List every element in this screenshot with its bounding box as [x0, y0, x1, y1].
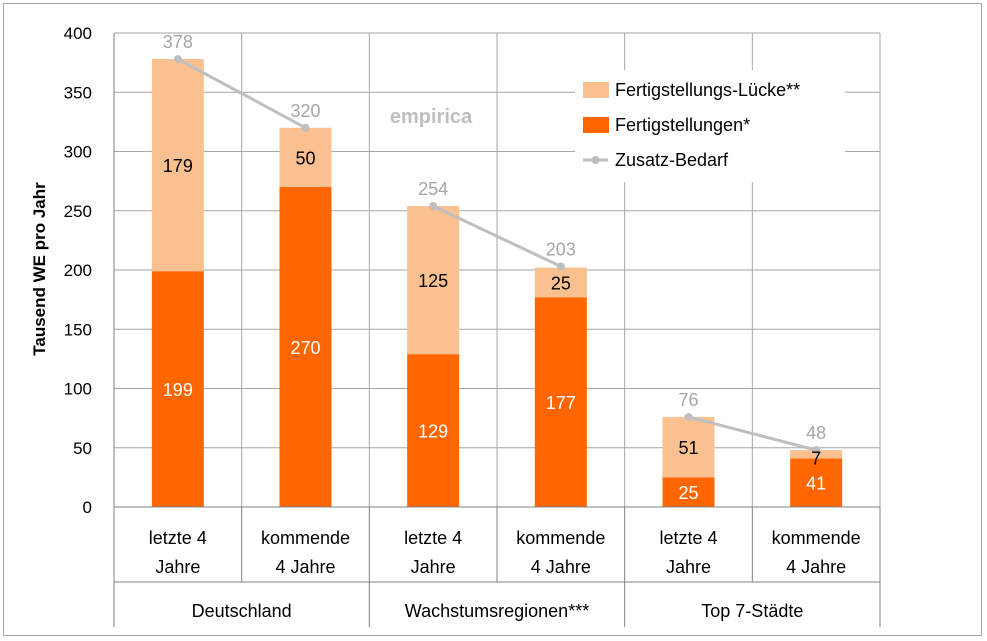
legend-swatch-marker [591, 156, 600, 164]
bedarf-point [812, 446, 821, 455]
group-label: Deutschland [192, 601, 292, 621]
bedarf-point [301, 123, 310, 132]
data-label-bedarf: 48 [806, 423, 826, 443]
y-axis: 0 50 100 150 200 250 300 350 400 [64, 24, 92, 517]
y-tick-label: 0 [83, 498, 92, 517]
category-label: letzte 4 [149, 528, 207, 548]
category-label: kommende [516, 528, 605, 548]
bedarf-point [556, 262, 565, 271]
y-tick-label: 150 [64, 320, 92, 339]
y-tick-label: 350 [64, 83, 92, 102]
group-label: Top 7-Städte [701, 601, 803, 621]
legend-label: Fertigstellungen* [615, 115, 750, 135]
y-axis-title: Tausend WE pro Jahr [30, 182, 49, 356]
category-label: letzte 4 [659, 528, 717, 548]
bar-fertigstellungen [407, 354, 460, 507]
data-label-fertigstellungen: 25 [678, 483, 698, 503]
bar-fertigstellungen [151, 271, 204, 507]
bedarf-line-segment [688, 415, 817, 452]
category-label: 4 Jahre [786, 557, 846, 577]
category-label: kommende [261, 528, 350, 548]
chart-frame [3, 3, 982, 636]
data-labels: 199 179 270 50 129 125 177 25 25 51 41 7 378 320 254 20… [163, 32, 826, 503]
data-label-bedarf: 76 [678, 390, 698, 410]
data-label-bedarf: 203 [546, 239, 576, 259]
category-label: Jahre [411, 557, 456, 577]
bar-luecke [407, 206, 460, 355]
legend-box [575, 70, 845, 182]
bar-luecke [662, 416, 715, 478]
bar-luecke [534, 267, 587, 298]
bedarf-point [173, 55, 182, 64]
bars [151, 59, 843, 508]
data-label-fertigstellungen: 129 [418, 422, 448, 442]
data-label-luecke: 25 [551, 273, 571, 293]
bar-fertigstellungen [662, 477, 715, 507]
data-label-luecke: 50 [295, 148, 315, 168]
y-tick-label: 250 [64, 202, 92, 221]
data-label-luecke: 7 [811, 448, 821, 468]
bedarf-point [429, 202, 438, 211]
watermark: empirica [390, 106, 473, 128]
bar-fertigstellungen [279, 187, 332, 508]
y-tick-label: 50 [73, 439, 92, 458]
bedarf-line-segment [432, 204, 562, 268]
group-label: Wachstumsregionen*** [405, 601, 589, 621]
data-label-luecke: 179 [163, 156, 193, 176]
category-label: Jahre [155, 557, 200, 577]
x-axis: letzte 4 Jahre kommende 4 Jahre letzte 4 Jahr… [113, 33, 881, 627]
data-label-fertigstellungen: 199 [163, 380, 193, 400]
legend-swatch [583, 117, 609, 133]
legend: Fertigstellungs-Lücke** Fertigstellungen*… [575, 70, 845, 182]
category-label: letzte 4 [404, 528, 462, 548]
category-label: kommende [772, 528, 861, 548]
data-label-fertigstellungen: 41 [806, 474, 826, 494]
bar-luecke [279, 127, 332, 188]
category-label: 4 Jahre [275, 557, 335, 577]
category-label: Jahre [666, 557, 711, 577]
bedarf-line [173, 55, 821, 455]
data-label-luecke: 125 [418, 271, 448, 291]
bedarf-point [684, 412, 693, 421]
y-tick-label: 300 [64, 143, 92, 162]
data-label-bedarf: 254 [418, 179, 448, 199]
bar-fertigstellungen [534, 297, 587, 507]
category-label: 4 Jahre [531, 557, 591, 577]
data-label-bedarf: 320 [290, 101, 320, 121]
data-label-luecke: 51 [678, 438, 698, 458]
y-tick-label: 400 [64, 24, 92, 43]
data-label-fertigstellungen: 270 [290, 338, 320, 358]
y-tick-label: 100 [64, 380, 92, 399]
bar-luecke [151, 59, 204, 272]
bar-fertigstellungen [790, 458, 843, 507]
legend-label: Fertigstellungs-Lücke** [615, 80, 800, 100]
legend-swatch [583, 82, 609, 98]
bedarf-line-segment [177, 57, 307, 130]
data-label-fertigstellungen: 177 [546, 393, 576, 413]
bar-luecke [790, 450, 843, 459]
data-label-bedarf: 378 [163, 32, 193, 52]
legend-label: Zusatz-Bedarf [615, 150, 729, 170]
y-tick-label: 200 [64, 261, 92, 280]
